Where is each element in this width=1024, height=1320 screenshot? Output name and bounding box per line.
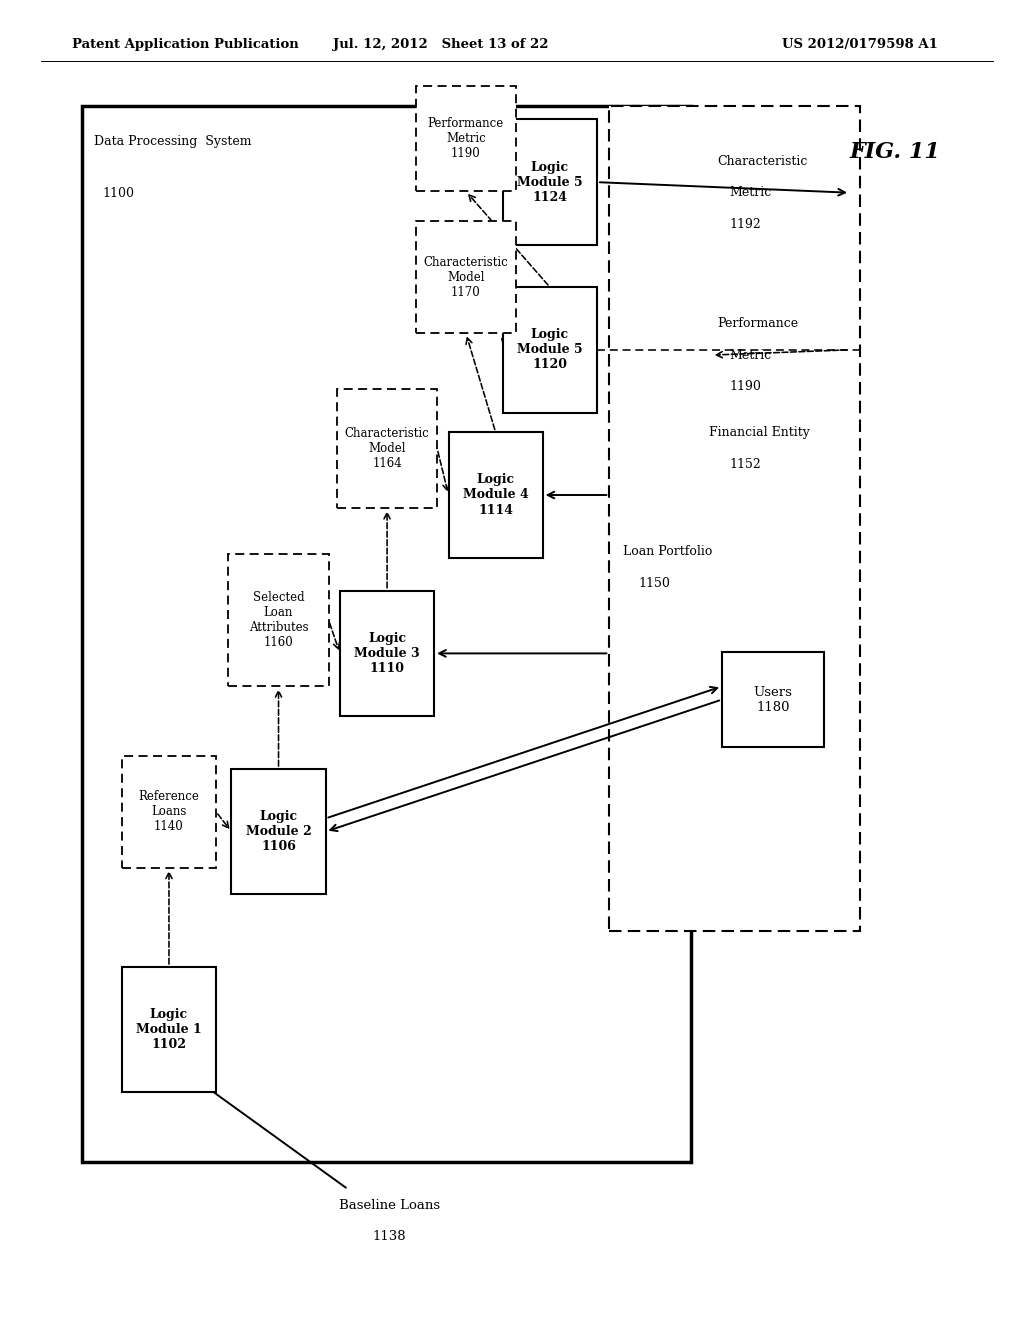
Bar [449,433,543,557]
Bar [228,554,329,686]
Text: Jul. 12, 2012   Sheet 13 of 22: Jul. 12, 2012 Sheet 13 of 22 [333,38,548,51]
Bar [122,755,216,869]
Bar [122,966,216,1093]
Bar [82,106,691,1162]
Text: 1100: 1100 [102,187,134,201]
Text: Patent Application Publication: Patent Application Publication [72,38,298,51]
Bar [722,652,824,747]
Text: Logic
Module 4
1114: Logic Module 4 1114 [463,474,528,516]
Text: Logic
Module 1
1102: Logic Module 1 1102 [136,1008,202,1051]
Text: Logic
Module 5
1120: Logic Module 5 1120 [517,329,583,371]
Text: Users
1180: Users 1180 [754,685,793,714]
Bar [340,591,434,715]
Text: Logic
Module 3
1110: Logic Module 3 1110 [354,632,420,675]
Text: Characteristic: Characteristic [717,154,807,168]
Text: Logic
Module 5
1124: Logic Module 5 1124 [517,161,583,203]
Text: Characteristic
Model
1170: Characteristic Model 1170 [424,256,508,298]
Text: Data Processing  System: Data Processing System [94,135,252,148]
Text: Characteristic
Model
1164: Characteristic Model 1164 [345,428,429,470]
Bar [503,288,597,412]
Bar [416,220,516,333]
Text: Performance
Metric
1190: Performance Metric 1190 [428,117,504,160]
Text: Financial Entity: Financial Entity [709,426,810,440]
Bar [337,389,437,508]
Text: US 2012/0179598 A1: US 2012/0179598 A1 [782,38,938,51]
Text: Baseline Loans: Baseline Loans [339,1199,439,1212]
Text: FIG. 11: FIG. 11 [850,141,941,162]
Bar [609,106,860,931]
Text: 1190: 1190 [729,380,761,393]
Text: Performance: Performance [717,317,798,330]
Text: Metric: Metric [729,348,771,362]
Text: Metric: Metric [729,186,771,199]
Text: Selected
Loan
Attributes
1160: Selected Loan Attributes 1160 [249,591,308,649]
Text: 1152: 1152 [729,458,761,471]
Text: Reference
Loans
1140: Reference Loans 1140 [138,791,200,833]
Bar [231,768,326,895]
Text: Loan Portfolio: Loan Portfolio [623,545,712,558]
Bar [416,86,516,191]
Text: 1192: 1192 [729,218,761,231]
Bar [503,120,597,244]
Text: 1150: 1150 [638,577,670,590]
Text: 1138: 1138 [373,1230,406,1243]
Text: Logic
Module 2
1106: Logic Module 2 1106 [246,810,311,853]
